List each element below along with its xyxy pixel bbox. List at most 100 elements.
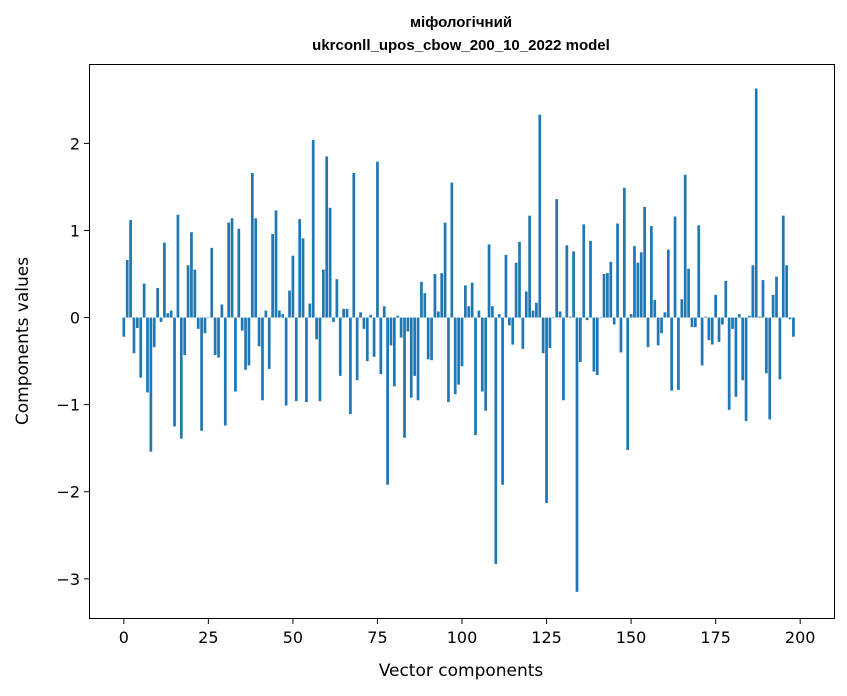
bar-95 bbox=[443, 222, 447, 318]
bar-34 bbox=[237, 228, 241, 318]
bar-102 bbox=[467, 306, 471, 318]
bar-1 bbox=[125, 260, 129, 318]
bar-124 bbox=[541, 317, 545, 354]
x-tick-label: 25 bbox=[198, 628, 218, 647]
bar-30 bbox=[223, 317, 227, 426]
bar-56 bbox=[311, 139, 315, 318]
bar-151 bbox=[633, 246, 636, 318]
bar-170 bbox=[697, 225, 701, 318]
bar-63 bbox=[335, 279, 339, 318]
bar-146 bbox=[616, 223, 619, 318]
bar-157 bbox=[653, 300, 657, 318]
bar-174 bbox=[710, 317, 714, 345]
bar-147 bbox=[619, 317, 623, 353]
bar-173 bbox=[707, 317, 711, 341]
bar-187 bbox=[754, 88, 758, 318]
bar-114 bbox=[507, 317, 511, 326]
bar-134 bbox=[575, 317, 579, 592]
bar-140 bbox=[595, 317, 599, 376]
bar-133 bbox=[572, 251, 575, 318]
bar-3 bbox=[132, 317, 136, 354]
x-tick-label: 200 bbox=[785, 628, 816, 647]
bar-21 bbox=[193, 269, 197, 318]
x-axis-label: Vector components bbox=[379, 661, 544, 681]
bars-group bbox=[122, 88, 795, 592]
bar-99 bbox=[457, 317, 460, 385]
bar-164 bbox=[677, 317, 680, 390]
bar-10 bbox=[156, 287, 159, 318]
bar-177 bbox=[721, 317, 724, 325]
bar-185 bbox=[748, 315, 751, 318]
bar-97 bbox=[450, 182, 454, 318]
bar-100 bbox=[460, 317, 464, 367]
bar-103 bbox=[470, 282, 474, 318]
bar-130 bbox=[562, 317, 565, 401]
x-tick-label: 100 bbox=[447, 628, 478, 647]
bar-101 bbox=[464, 285, 467, 318]
bar-32 bbox=[230, 218, 234, 318]
bar-19 bbox=[186, 265, 190, 318]
bar-72 bbox=[365, 317, 369, 362]
bar-16 bbox=[176, 214, 180, 318]
bar-28 bbox=[217, 317, 220, 358]
y-tick-label: −3 bbox=[56, 570, 80, 589]
bar-82 bbox=[399, 317, 403, 338]
bar-125 bbox=[545, 317, 548, 504]
bar-115 bbox=[511, 317, 515, 345]
bar-119 bbox=[524, 291, 528, 318]
bar-71 bbox=[362, 317, 366, 329]
bar-53 bbox=[301, 238, 305, 318]
bar-109 bbox=[491, 306, 494, 318]
bar-91 bbox=[430, 317, 433, 361]
x-tick-label: 50 bbox=[283, 628, 303, 647]
bar-38 bbox=[250, 172, 254, 318]
bar-188 bbox=[758, 316, 761, 318]
bar-171 bbox=[700, 317, 704, 366]
bar-36 bbox=[244, 317, 247, 370]
bar-66 bbox=[345, 308, 349, 318]
bar-20 bbox=[190, 232, 193, 318]
bar-107 bbox=[484, 317, 488, 411]
bar-12 bbox=[163, 242, 166, 318]
bar-54 bbox=[305, 317, 308, 403]
bar-172 bbox=[704, 316, 707, 318]
bar-194 bbox=[778, 317, 782, 380]
x-axis-ticks: 0 25 50 75 100 125 150 175 200 bbox=[119, 618, 816, 647]
bar-77 bbox=[382, 306, 386, 318]
bar-118 bbox=[521, 317, 525, 349]
bar-158 bbox=[656, 317, 660, 346]
bar-166 bbox=[683, 174, 687, 318]
bar-93 bbox=[436, 311, 440, 318]
bar-181 bbox=[734, 317, 738, 397]
bar-179 bbox=[727, 317, 731, 410]
bar-155 bbox=[646, 317, 650, 348]
bar-40 bbox=[257, 317, 261, 347]
bar-84 bbox=[406, 317, 410, 332]
bar-59 bbox=[321, 269, 325, 318]
bar-55 bbox=[308, 303, 312, 318]
chart-title-line2: ukrconll_upos_cbow_200_10_2022 model bbox=[312, 37, 610, 54]
bar-121 bbox=[531, 310, 535, 318]
bar-78 bbox=[386, 317, 389, 485]
bar-45 bbox=[274, 210, 278, 318]
bar-79 bbox=[389, 317, 393, 346]
bar-135 bbox=[579, 317, 582, 362]
bar-149 bbox=[626, 317, 630, 450]
bar-193 bbox=[775, 276, 778, 318]
bar-81 bbox=[396, 315, 400, 318]
bar-167 bbox=[687, 268, 690, 318]
bar-112 bbox=[501, 317, 504, 485]
bar-50 bbox=[291, 255, 295, 318]
bar-132 bbox=[568, 316, 572, 318]
bar-24 bbox=[203, 317, 207, 334]
bar-150 bbox=[629, 314, 633, 318]
bar-120 bbox=[528, 215, 531, 318]
bar-15 bbox=[173, 317, 176, 427]
bar-67 bbox=[349, 317, 352, 415]
bar-110 bbox=[494, 317, 498, 565]
bar-131 bbox=[565, 245, 569, 318]
bar-75 bbox=[376, 161, 379, 318]
bar-180 bbox=[731, 317, 734, 329]
y-tick-label: −2 bbox=[56, 483, 80, 502]
